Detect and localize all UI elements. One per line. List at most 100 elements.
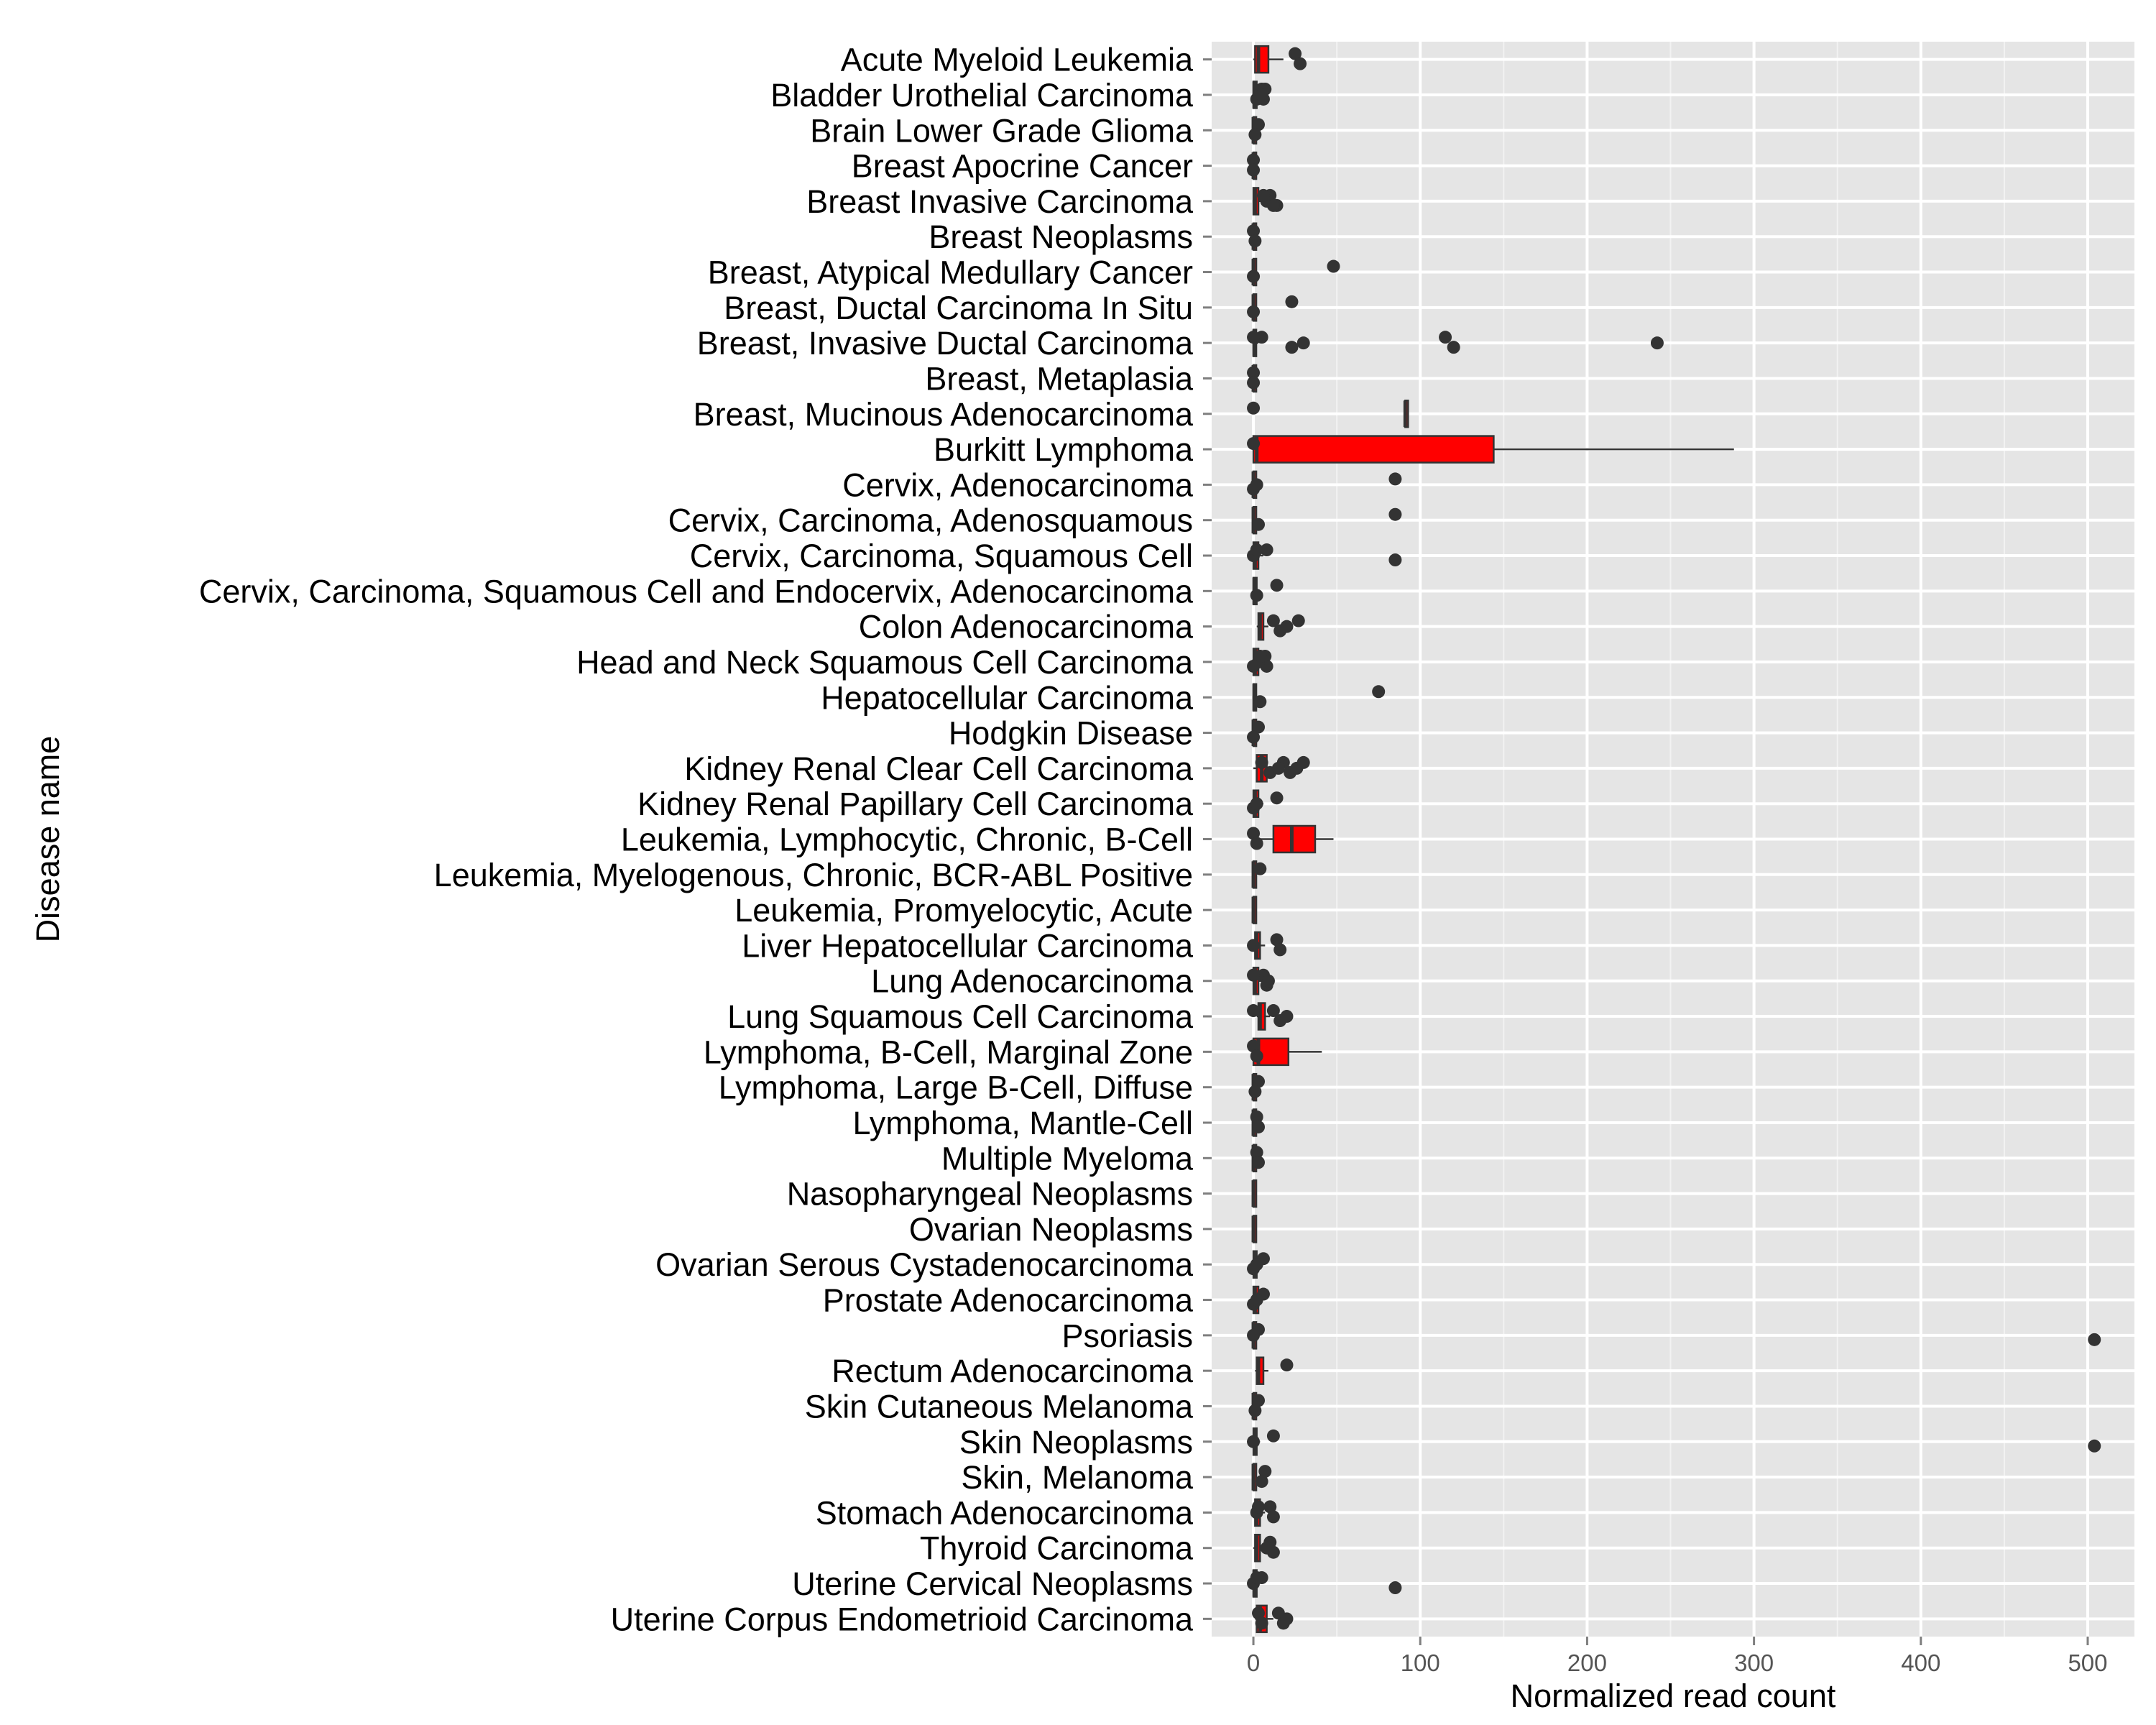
outlier-point: [1247, 827, 1261, 840]
x-tick-label: 300: [1734, 1650, 1774, 1676]
outlier-point: [1253, 649, 1267, 663]
y-tick-label: Cervix, Carcinoma, Adenosquamous: [668, 502, 1193, 539]
box-iqr: [1272, 824, 1317, 854]
box-44: [1247, 1569, 1402, 1598]
box-32: [1250, 1144, 1266, 1173]
y-tick-label: Thyroid Carcinoma: [920, 1530, 1194, 1567]
box-16: [1250, 576, 1284, 606]
box-13: [1247, 470, 1402, 500]
outlier-point: [1270, 791, 1284, 805]
y-tick-label: Leukemia, Myelogenous, Chronic, BCR-ABL …: [434, 857, 1193, 893]
outlier-point: [1250, 478, 1263, 492]
y-tick-label: Breast Apocrine Cancer: [852, 148, 1193, 185]
outlier-point: [1296, 755, 1310, 769]
outlier-point: [1250, 1293, 1263, 1307]
box-33: [1251, 1179, 1258, 1208]
outlier-point: [1294, 57, 1307, 70]
box-1: [1253, 45, 1307, 74]
outlier-point: [1388, 553, 1402, 567]
x-tick-label: 0: [1247, 1650, 1260, 1676]
outlier-point: [1250, 589, 1263, 602]
outlier-point: [1253, 862, 1267, 875]
box-18: [1247, 648, 1273, 676]
outlier-point: [1252, 1120, 1266, 1133]
outlier-point: [1388, 507, 1402, 521]
box-14: [1251, 505, 1402, 535]
y-tick-label: Breast, Ductal Carcinoma In Situ: [724, 290, 1193, 326]
y-tick-label: Breast, Metaplasia: [925, 360, 1194, 397]
y-tick-label: Burkitt Lymphoma: [934, 431, 1194, 468]
y-tick-label: Ovarian Serous Cystadenocarcinoma: [655, 1246, 1194, 1283]
y-tick-label: Leukemia, Promyelocytic, Acute: [734, 892, 1193, 929]
outlier-point: [1250, 1258, 1263, 1271]
box-41: [1251, 1463, 1272, 1491]
outlier-point: [1285, 341, 1299, 354]
outlier-point: [1247, 659, 1261, 673]
y-tick-label: Ovarian Neoplasms: [909, 1211, 1193, 1248]
outlier-point: [1255, 1616, 1268, 1630]
box-9: [1247, 328, 1664, 357]
outlier-point: [1252, 118, 1266, 132]
y-tick-label: Bladder Urothelial Carcinoma: [770, 77, 1194, 114]
outlier-point: [1250, 1146, 1263, 1159]
outlier-point: [1252, 1500, 1266, 1514]
outlier-point: [1248, 1404, 1262, 1417]
x-tick-label: 400: [1901, 1650, 1940, 1676]
outlier-point: [1252, 1156, 1266, 1169]
outlier-point: [1291, 614, 1305, 627]
box-30: [1248, 1072, 1266, 1102]
outlier-point: [1372, 685, 1386, 699]
y-tick-label: Stomach Adenocarcinoma: [816, 1494, 1194, 1531]
y-tick-label: Lymphoma, Mantle-Cell: [852, 1105, 1193, 1141]
box-27: [1247, 967, 1275, 995]
box-7: [1247, 257, 1340, 287]
y-tick-label: Leukemia, Lymphocytic, Chronic, B-Cell: [621, 822, 1193, 858]
box-15: [1247, 541, 1402, 570]
outlier-point: [1250, 1571, 1263, 1585]
outlier-point: [1327, 259, 1340, 273]
grid-lines: [1212, 42, 2134, 1637]
outlier-point: [1247, 305, 1261, 318]
box-3: [1248, 116, 1266, 145]
box-marks: [1247, 45, 2101, 1634]
y-tick-label: Psoriasis: [1061, 1317, 1193, 1354]
outlier-point: [1247, 730, 1261, 744]
box-42: [1250, 1498, 1280, 1527]
outlier-point: [1247, 1435, 1261, 1448]
outlier-point: [1247, 1328, 1261, 1342]
outlier-point: [1255, 1475, 1268, 1489]
y-tick-label: Skin Neoplasms: [959, 1424, 1193, 1460]
outlier-point: [1255, 755, 1268, 769]
y-tick-label: Cervix, Adenocarcinoma: [842, 466, 1194, 503]
y-tick-label: Nasopharyngeal Neoplasms: [787, 1176, 1193, 1213]
y-tick-label: Lymphoma, B-Cell, Marginal Zone: [704, 1034, 1193, 1070]
box-8: [1247, 293, 1299, 322]
box-20: [1247, 718, 1266, 748]
x-axis: 0 100 200 300 400 500: [1247, 1637, 2108, 1676]
box-17: [1256, 612, 1305, 641]
y-tick-label: Multiple Myeloma: [941, 1140, 1194, 1177]
outlier-point: [1248, 1085, 1262, 1098]
outlier-point: [1447, 341, 1460, 354]
outlier-point: [1252, 1394, 1266, 1407]
outlier-point: [1439, 331, 1452, 344]
box-25: [1251, 896, 1258, 924]
outlier-point: [1248, 234, 1262, 248]
y-tick-label: Uterine Corpus Endometrioid Carcinoma: [611, 1601, 1194, 1637]
outlier-point: [1255, 88, 1268, 101]
box-29: [1247, 1037, 1322, 1067]
outlier-point: [1252, 518, 1266, 531]
y-tick-label: Cervix, Carcinoma, Squamous Cell: [690, 538, 1193, 574]
outlier-point: [1266, 198, 1280, 212]
outlier-point: [2088, 1333, 2101, 1346]
box-4: [1247, 151, 1261, 180]
y-tick-label: Breast Invasive Carcinoma: [806, 183, 1194, 220]
y-tick-label: Liver Hepatocellular Carcinoma: [742, 927, 1194, 964]
outlier-point: [1247, 366, 1261, 380]
x-tick-label: 500: [2068, 1650, 2107, 1676]
outlier-point: [1263, 1500, 1277, 1514]
outlier-point: [1260, 543, 1273, 557]
outlier-point: [1248, 128, 1262, 142]
outlier-point: [1247, 331, 1261, 344]
